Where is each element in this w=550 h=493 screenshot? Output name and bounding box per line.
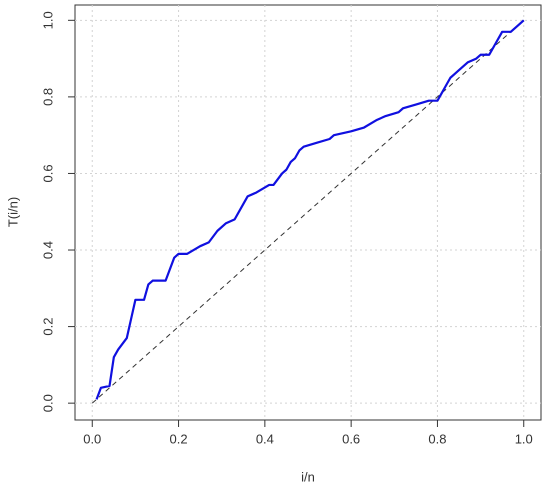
y-tick-label: 0.8	[40, 88, 55, 106]
y-tick-label: 0.6	[40, 164, 55, 182]
x-tick-label: 0.8	[428, 431, 446, 446]
y-tick-label: 0.2	[40, 318, 55, 336]
plot-box	[74, 4, 542, 421]
y-tick-label: 1.0	[40, 11, 55, 29]
x-axis-label: i/n	[301, 469, 315, 484]
x-tick-label: 1.0	[515, 431, 533, 446]
y-tick-label: 0.0	[40, 394, 55, 412]
y-tick-label: 0.4	[40, 241, 55, 259]
x-tick-label: 0.2	[170, 431, 188, 446]
x-tick-label: 0.6	[342, 431, 360, 446]
data-line	[91, 19, 525, 404]
y-axis-label: T(i/n)	[5, 197, 20, 227]
x-tick-label: 0.0	[83, 431, 101, 446]
x-tick-label: 0.4	[256, 431, 274, 446]
data-line	[95, 19, 525, 400]
